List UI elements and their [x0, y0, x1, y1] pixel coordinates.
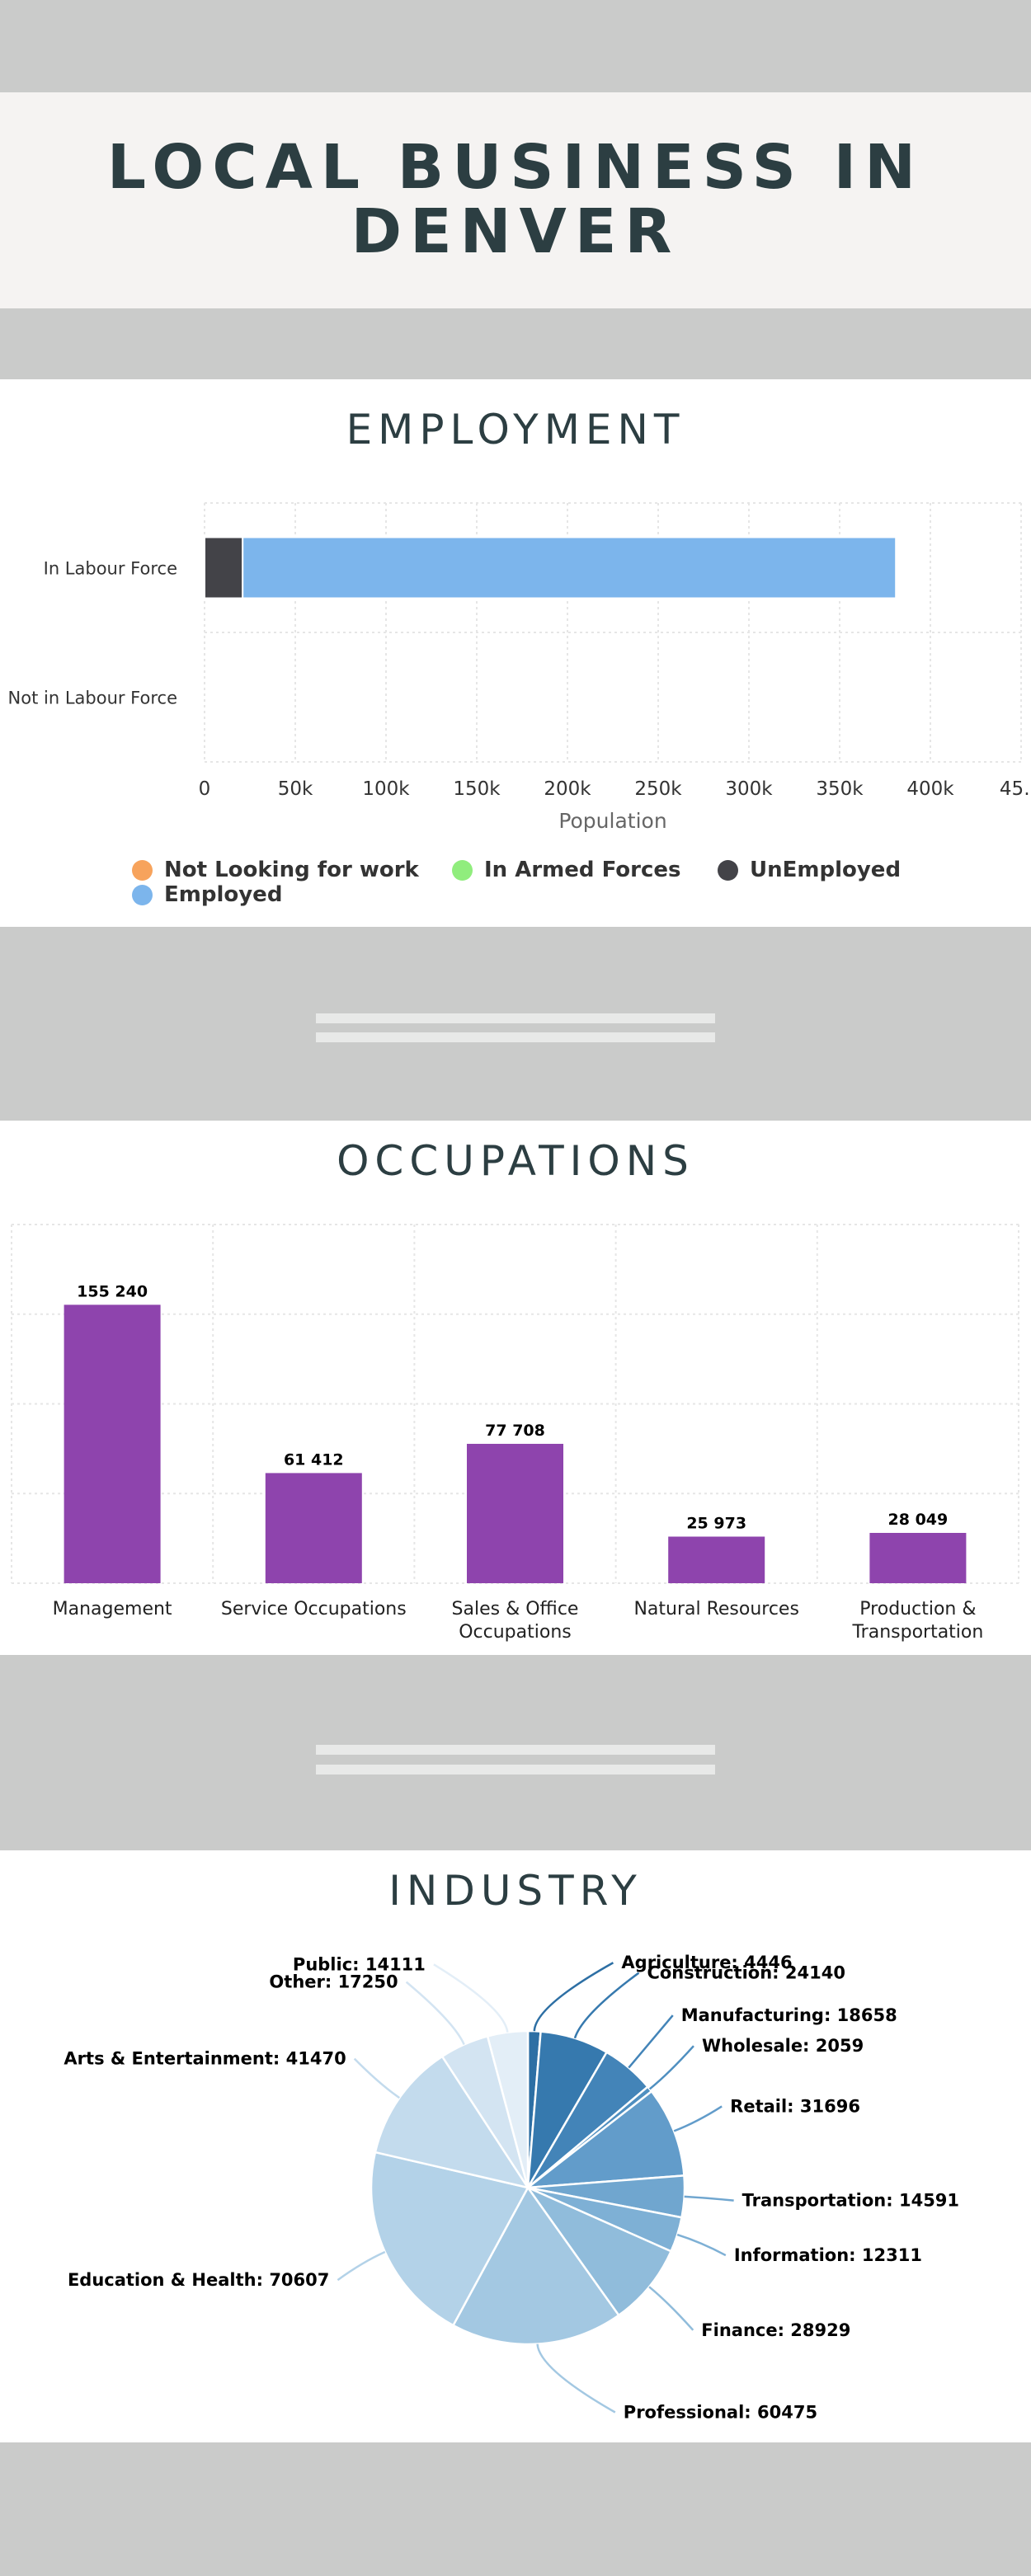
pie-slice: [524, 2089, 685, 2189]
divider-line: [316, 1013, 715, 1023]
legend-item-armed-forces[interactable]: In Armed Forces: [452, 858, 680, 882]
x-tick-label: 150k: [453, 778, 501, 800]
occupations-title: OCCUPATIONS: [337, 1137, 694, 1185]
pie-connector-line: [353, 2057, 401, 2099]
bar-data-label: 77 708: [485, 1422, 545, 1440]
x-category-label: Service Occupations: [221, 1599, 407, 1619]
x-category-label: Management: [53, 1599, 172, 1619]
pie-slice: [451, 2185, 620, 2346]
pie-slice-label: Wholesale: 2059: [702, 2036, 864, 2056]
bar-data-label: 28 049: [888, 1511, 949, 1529]
pie-slice-label: Retail: 31696: [730, 2096, 860, 2116]
divider-line: [316, 1032, 715, 1042]
legend-dot-icon: [718, 859, 738, 881]
occupation-bar: [668, 1536, 765, 1583]
pie-connector-line: [684, 2195, 734, 2202]
legend-label: In Armed Forces: [484, 858, 681, 882]
pie-slice: [486, 2029, 530, 2188]
pie-connector-line: [433, 1963, 509, 2033]
legend-dot-icon: [452, 859, 473, 881]
page-title: LOCAL BUSINESS IN DENVER: [106, 132, 925, 267]
x-tick-label: 300k: [725, 778, 773, 800]
legend-item-employed[interactable]: Employed: [132, 882, 282, 907]
legend-item-unemployed[interactable]: UnEmployed: [718, 858, 901, 882]
pie-slice-label: Finance: 28929: [701, 2320, 850, 2340]
x-tick-label: 250k: [634, 778, 682, 800]
occupation-bar: [467, 1443, 563, 1583]
bar-data-label: 155 240: [77, 1282, 148, 1300]
y-category-label: In Labour Force: [44, 559, 177, 579]
pie-slice-label: Manufacturing: 18658: [681, 2005, 897, 2025]
x-category-label: Natural Resources: [633, 1599, 799, 1619]
divider-line: [316, 1745, 715, 1755]
y-category-label: Not in Labour Force: [8, 689, 177, 708]
x-tick-label: 400k: [906, 778, 954, 800]
legend-label: Not Looking for work: [164, 858, 419, 882]
title-banner: LOCAL BUSINESS IN DENVER: [0, 92, 1031, 308]
employment-title: EMPLOYMENT: [346, 406, 685, 454]
legend-label: UnEmployed: [750, 858, 902, 882]
pie-connector-line: [648, 2045, 694, 2090]
pie-connector-line: [405, 1981, 465, 2045]
legend-dot-icon: [132, 859, 153, 881]
x-tick-label: 100k: [362, 778, 410, 800]
pie-connector-line: [648, 2286, 694, 2331]
legend-label: Employed: [164, 882, 283, 907]
pie-slice-label: Arts & Entertainment: 41470: [64, 2049, 346, 2069]
x-tick-label: 350k: [816, 778, 864, 800]
bar-data-label: 25 973: [686, 1515, 746, 1533]
occupations-chart: 155 240 Management 61 412 Service Occupatio…: [11, 1224, 1019, 1643]
x-tick-label: 50k: [278, 778, 313, 800]
pie-slice: [525, 2184, 673, 2317]
occupation-bar: [265, 1473, 362, 1583]
pie-connector-line: [536, 2343, 616, 2414]
pie-slice-label: Education & Health: 70607: [68, 2270, 329, 2290]
legend-dot-icon: [132, 884, 153, 905]
legend-item-not-looking[interactable]: Not Looking for work: [132, 858, 419, 882]
bar-segment-employed: [242, 536, 897, 599]
bar-data-label: 61 412: [284, 1450, 344, 1469]
pie-slice-label: Construction: 24140: [647, 1963, 845, 1983]
divider-line: [316, 1765, 715, 1775]
pie-slice-label: Professional: 60475: [624, 2402, 817, 2422]
x-tick-label: 200k: [544, 778, 591, 800]
occupation-bar: [869, 1532, 967, 1583]
employment-chart: 0 50k 100k 150k 200k 250k 300k 350k 400k 45… Popul…: [8, 502, 1031, 833]
pie-slice-label: Agriculture: 4446: [621, 1953, 792, 1972]
pie-slice: [374, 2055, 530, 2189]
x-axis-label: Population: [558, 809, 666, 833]
x-tick-label: 0: [199, 778, 211, 800]
industry-title: INDUSTRY: [388, 1867, 643, 1915]
employment-section: EMPLOYMENT: [0, 379, 1031, 927]
pie-connector-line: [676, 2233, 727, 2257]
pie-connector-line: [673, 2105, 723, 2132]
pie-slice-label: Transportation: 14591: [742, 2191, 959, 2211]
pie-connector-line: [628, 2014, 674, 2069]
bar-segment-unemployed: [204, 536, 244, 599]
x-tick-label: 45…: [1000, 778, 1031, 800]
pie-connector-line: [533, 1962, 614, 2032]
pie-slice-label: Information: 12311: [734, 2245, 922, 2265]
pie-connector-line: [573, 1972, 640, 2039]
pie-slice-label: Other: 17250: [269, 1972, 398, 1992]
occupation-bar: [64, 1304, 161, 1583]
pie-connector-line: [337, 2250, 386, 2282]
pie-slice: [370, 2151, 530, 2327]
x-category-label: Production & Transportation: [851, 1599, 983, 1643]
x-category-label: Sales & Office Occupations: [452, 1599, 579, 1643]
pie-slice-label: Public: 14111: [293, 1954, 426, 1974]
